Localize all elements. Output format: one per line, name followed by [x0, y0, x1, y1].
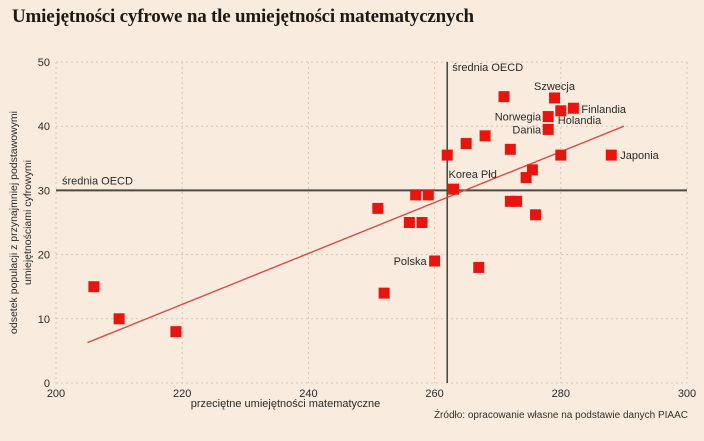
data-point: [113, 313, 125, 325]
data-point: [498, 91, 510, 103]
y-axis-label-line1: odsetek populacji z przynajmniej podstaw…: [8, 111, 20, 334]
point-label: Polska: [394, 256, 428, 268]
y-tick-label: 30: [38, 185, 50, 197]
x-tick-label: 300: [678, 388, 696, 400]
x-tick-label: 280: [552, 388, 570, 400]
data-point: [548, 92, 560, 104]
x-tick-label: 200: [47, 388, 65, 400]
source-note: Źródło: opracowanie własne na podstawie …: [433, 410, 688, 421]
data-point: [429, 255, 441, 267]
point-label: Dania: [512, 124, 542, 136]
data-point: [555, 149, 567, 161]
oecd-average-vertical-label: średnia OECD: [452, 62, 523, 74]
y-tick-label: 20: [38, 250, 50, 262]
y-tick-label: 50: [38, 57, 50, 69]
point-label: Holandia: [558, 115, 602, 127]
data-point: [520, 172, 532, 184]
data-point: [403, 217, 415, 228]
data-point: [441, 149, 453, 161]
data-point: [88, 281, 100, 293]
trend-line: [87, 125, 625, 344]
x-axis-label: przeciętne umiejętności matematyczne: [191, 398, 381, 410]
data-point: [416, 217, 428, 228]
data-point: [555, 105, 567, 117]
x-tick-label: 240: [299, 388, 317, 400]
data-point: [605, 149, 617, 161]
point-label: Japonia: [620, 150, 659, 162]
x-tick-label: 220: [173, 388, 191, 400]
data-point: [410, 189, 422, 201]
data-point: [567, 102, 579, 114]
chart-title: Umiejętności cyfrowe na tle umiejętności…: [12, 6, 474, 27]
data-point: [378, 287, 390, 299]
data-point: [542, 111, 554, 123]
data-point: [504, 195, 516, 207]
data-point: [460, 138, 472, 150]
data-point: [448, 183, 460, 195]
point-label: Korea Płd: [449, 169, 497, 181]
data-point: [170, 326, 182, 338]
data-point: [422, 189, 434, 201]
oecd-average-horizontal-label: średnia OECD: [62, 175, 133, 187]
data-point: [526, 164, 538, 176]
y-tick-label: 0: [44, 378, 50, 390]
y-axis-label-line2: umiejętnościami cyfrowymi: [22, 160, 34, 285]
data-point: [542, 123, 554, 135]
data-point: [473, 261, 485, 273]
y-tick-label: 10: [38, 314, 50, 326]
y-tick-label: 40: [38, 121, 50, 133]
data-point: [479, 130, 491, 142]
point-label: Norwegia: [495, 112, 542, 124]
data-point: [504, 143, 516, 155]
point-label: Finlandia: [581, 104, 627, 116]
point-label: Szwecja: [534, 81, 576, 93]
x-tick-label: 260: [425, 388, 443, 400]
data-point: [511, 195, 523, 207]
data-point: [530, 209, 542, 221]
data-point: [372, 202, 384, 214]
